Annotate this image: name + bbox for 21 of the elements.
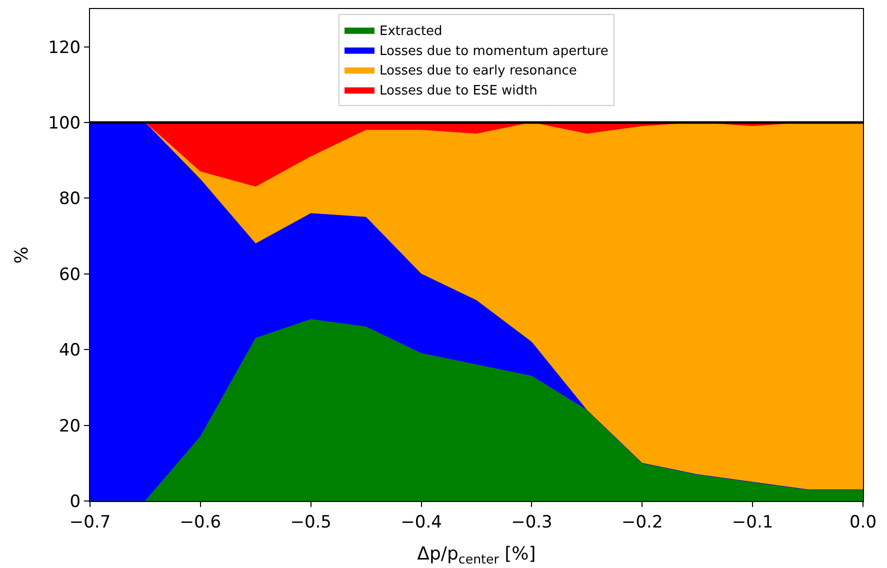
legend-label: Losses due to ESE width — [380, 84, 538, 99]
x-tick-label: −0.1 — [732, 512, 774, 532]
y-tick-label: 80 — [58, 189, 81, 210]
y-tick-label: 120 — [48, 38, 81, 58]
legend-label: Extracted — [380, 24, 442, 39]
y-tick-label: 0 — [70, 492, 81, 512]
y-tick-label: 20 — [58, 416, 81, 436]
y-tick-label: 40 — [58, 340, 81, 361]
x-tick-label: −0.7 — [69, 512, 111, 532]
x-tick-label: 0.0 — [849, 512, 877, 532]
x-tick-label: −0.2 — [622, 512, 663, 532]
y-axis-title: % — [11, 246, 32, 264]
x-tick-label: −0.3 — [511, 512, 552, 532]
legend-label: Losses due to early resonance — [380, 64, 577, 79]
x-tick-label: −0.6 — [180, 512, 222, 532]
y-tick-label: 60 — [58, 264, 81, 285]
x-tick-label: −0.5 — [290, 512, 332, 532]
x-tick-label: −0.4 — [400, 512, 442, 532]
y-tick-label: 100 — [48, 113, 81, 134]
legend-label: Losses due to momentum aperture — [380, 44, 608, 59]
x-axis-title: Δp/p$_{center}$ [%] — [417, 544, 536, 566]
